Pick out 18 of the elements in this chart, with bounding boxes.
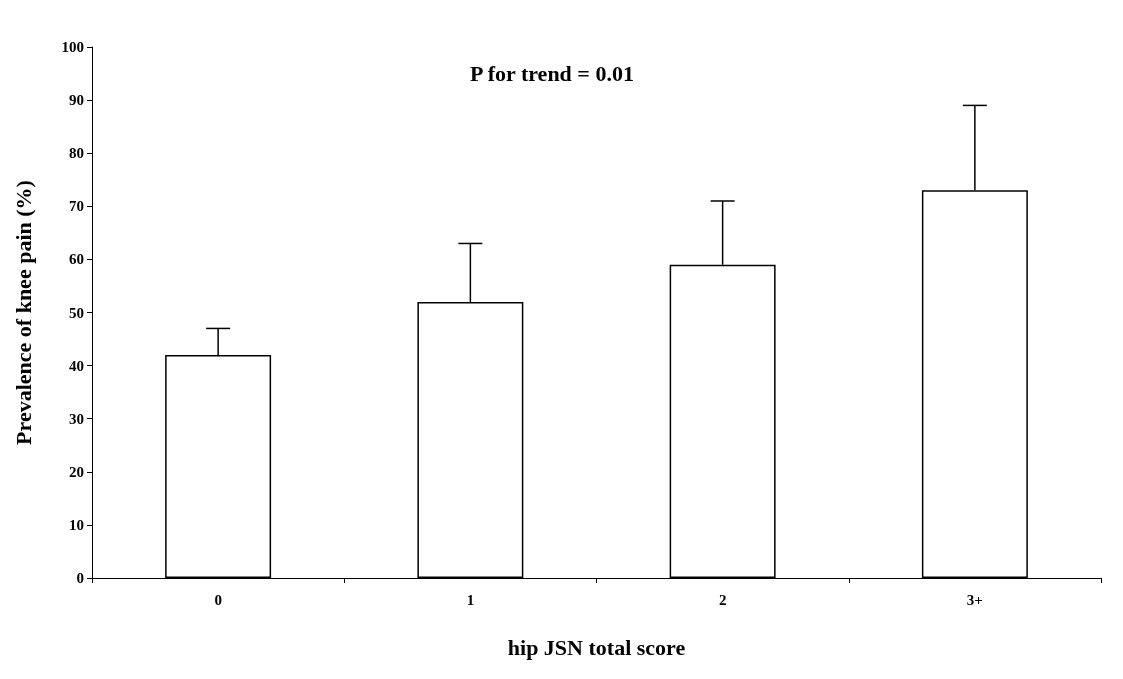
y-tick-label: 0 xyxy=(76,570,84,586)
y-axis-title: Prevalence of knee pain (%) xyxy=(10,180,36,445)
y-tick-label: 30 xyxy=(69,410,84,427)
x-tick-label: 2 xyxy=(718,591,727,608)
x-tick-label: 1 xyxy=(466,591,475,608)
y-tick-label: 10 xyxy=(69,516,84,533)
annotation: P for trend = 0.01 xyxy=(470,60,634,86)
y-tick-label: 90 xyxy=(69,92,84,109)
x-tick-label: 0 xyxy=(214,591,222,608)
y-tick-label: 20 xyxy=(69,463,84,480)
x-tick-label: 3+ xyxy=(966,591,983,608)
y-tick-label: 70 xyxy=(69,198,84,215)
y-tick-label: 50 xyxy=(69,304,84,321)
y-tick-label: 100 xyxy=(61,39,84,55)
y-tick-label: 80 xyxy=(69,145,84,162)
x-axis-title: hip JSN total score xyxy=(507,634,686,660)
y-tick-label: 40 xyxy=(69,357,84,374)
y-tick-label: 60 xyxy=(69,251,84,268)
